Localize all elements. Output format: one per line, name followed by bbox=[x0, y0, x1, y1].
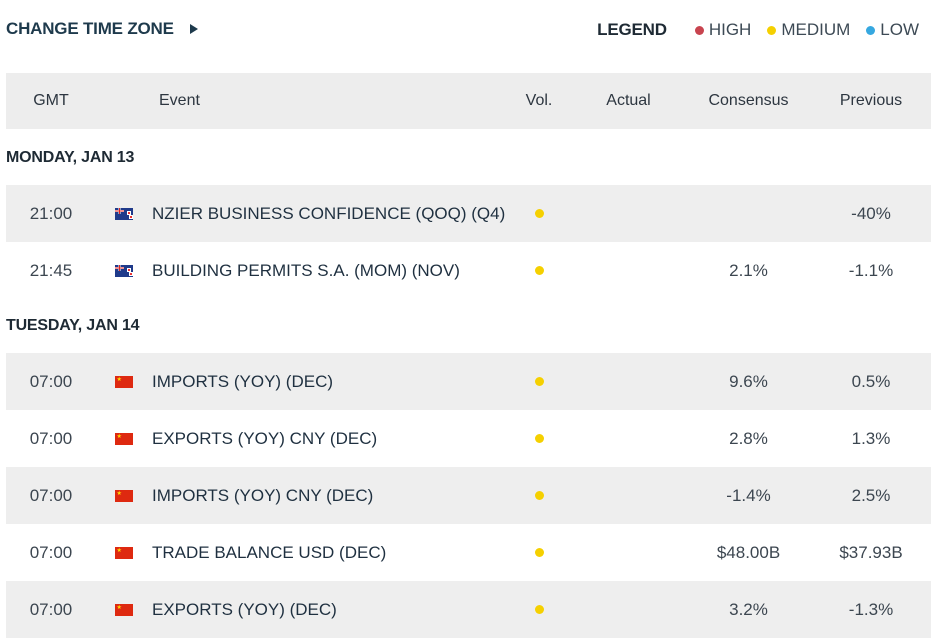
event-name: EXPORTS (YOY) (DEC) bbox=[152, 599, 337, 619]
cn-flag-icon: ★ bbox=[114, 432, 133, 445]
event-consensus: 2.8% bbox=[729, 428, 768, 448]
event-time: 07:00 bbox=[29, 599, 73, 619]
medium-volatility-icon bbox=[534, 209, 544, 218]
header-previous[interactable]: Previous bbox=[839, 92, 903, 109]
event-time: 07:00 bbox=[29, 485, 73, 505]
event-previous: -1.3% bbox=[848, 599, 894, 619]
cn-flag-icon: ★ bbox=[114, 375, 133, 388]
cn-flag-icon: ★ bbox=[114, 546, 133, 559]
calendar-toolbar: CHANGE TIME ZONE LEGEND HIGH MEDIUM LOW bbox=[0, 0, 933, 62]
event-consensus bbox=[686, 185, 811, 242]
nz-flag-icon bbox=[114, 207, 133, 220]
economic-calendar-table: GMT Event Vol. Actual Consensus Previous… bbox=[6, 73, 931, 638]
volatility-cell bbox=[506, 410, 572, 467]
volatility-cell bbox=[506, 467, 572, 524]
event-previous: 0.5% bbox=[851, 371, 891, 391]
flag-cell: ★ bbox=[106, 410, 141, 467]
event-previous: 2.5% bbox=[851, 485, 891, 505]
change-time-zone-label: CHANGE TIME ZONE bbox=[6, 19, 174, 38]
legend-high-label: HIGH bbox=[708, 20, 752, 39]
event-time: 21:00 bbox=[29, 203, 73, 223]
low-dot-icon bbox=[866, 25, 876, 35]
event-previous: 1.3% bbox=[851, 428, 891, 448]
medium-volatility-icon bbox=[534, 548, 544, 557]
event-previous: $37.93B bbox=[839, 542, 903, 562]
flag-cell: ★ bbox=[106, 353, 141, 410]
event-time: 21:45 bbox=[29, 260, 73, 280]
high-dot-icon bbox=[694, 25, 704, 35]
header-actual[interactable]: Actual bbox=[606, 92, 651, 109]
cn-flag-icon: ★ bbox=[114, 603, 133, 616]
event-actual bbox=[581, 353, 676, 410]
table-row[interactable]: 07:00 ★ EXPORTS (YOY) CNY (DEC) 2.8% 1.3… bbox=[6, 410, 931, 467]
flag-cell: ★ bbox=[106, 581, 141, 638]
table-row[interactable]: 07:00 ★ TRADE BALANCE USD (DEC) $48.00B … bbox=[6, 524, 931, 581]
legend-title: LEGEND bbox=[597, 20, 667, 39]
nz-flag-icon bbox=[114, 264, 133, 277]
table-row[interactable]: 07:00 ★ EXPORTS (YOY) (DEC) 3.2% -1.3% bbox=[6, 581, 931, 638]
day-header-tuesday: TUESDAY, JAN 14 bbox=[6, 317, 140, 334]
cn-flag-icon: ★ bbox=[114, 489, 133, 502]
table-header: GMT Event Vol. Actual Consensus Previous bbox=[6, 73, 931, 129]
event-consensus: -1.4% bbox=[726, 485, 771, 505]
volatility-legend: LEGEND HIGH MEDIUM LOW bbox=[597, 20, 919, 40]
event-name: IMPORTS (YOY) (DEC) bbox=[152, 371, 334, 391]
header-gmt[interactable]: GMT bbox=[33, 92, 69, 109]
event-actual bbox=[581, 467, 676, 524]
event-actual bbox=[581, 410, 676, 467]
event-name: BUILDING PERMITS S.A. (MOM) (NOV) bbox=[152, 260, 460, 280]
legend-item-low: LOW bbox=[866, 20, 919, 40]
table-row[interactable]: 21:00 NZIER BUSINESS CONFIDENCE (QOQ) (Q… bbox=[6, 185, 931, 242]
day-header-monday: MONDAY, JAN 13 bbox=[6, 148, 135, 166]
event-consensus: 3.2% bbox=[729, 599, 768, 619]
event-previous: -40% bbox=[851, 203, 891, 223]
event-consensus: $48.00B bbox=[716, 542, 781, 562]
volatility-cell bbox=[506, 353, 572, 410]
event-name: EXPORTS (YOY) CNY (DEC) bbox=[152, 428, 378, 448]
header-event[interactable]: Event bbox=[159, 92, 200, 109]
medium-volatility-icon bbox=[534, 491, 544, 500]
medium-volatility-icon bbox=[534, 605, 544, 614]
legend-item-medium: MEDIUM bbox=[767, 20, 850, 40]
event-time: 07:00 bbox=[29, 542, 73, 562]
event-consensus: 2.1% bbox=[729, 260, 768, 280]
table-row[interactable]: 07:00 ★ IMPORTS (YOY) (DEC) 9.6% 0.5% bbox=[6, 353, 931, 410]
table-row[interactable]: 07:00 ★ IMPORTS (YOY) CNY (DEC) -1.4% 2.… bbox=[6, 467, 931, 524]
event-time: 07:00 bbox=[29, 371, 73, 391]
flag-cell bbox=[106, 242, 141, 299]
volatility-cell bbox=[506, 524, 572, 581]
medium-volatility-icon bbox=[534, 266, 544, 275]
play-arrow-icon bbox=[189, 24, 198, 34]
medium-dot-icon bbox=[767, 25, 777, 35]
volatility-cell bbox=[506, 185, 572, 242]
event-previous: -1.1% bbox=[848, 260, 894, 280]
legend-item-high: HIGH bbox=[694, 20, 752, 40]
legend-medium-label: MEDIUM bbox=[781, 20, 851, 39]
event-consensus: 9.6% bbox=[729, 371, 768, 391]
volatility-cell bbox=[506, 581, 572, 638]
event-actual bbox=[581, 581, 676, 638]
event-actual bbox=[581, 242, 676, 299]
header-consensus[interactable]: Consensus bbox=[708, 92, 789, 109]
flag-cell: ★ bbox=[106, 467, 141, 524]
flag-cell: ★ bbox=[106, 524, 141, 581]
event-name: TRADE BALANCE USD (DEC) bbox=[152, 542, 387, 562]
medium-volatility-icon bbox=[534, 434, 544, 443]
flag-cell bbox=[106, 185, 141, 242]
legend-low-label: LOW bbox=[880, 20, 919, 39]
medium-volatility-icon bbox=[534, 377, 544, 386]
event-name: NZIER BUSINESS CONFIDENCE (QOQ) (Q4) bbox=[152, 203, 506, 223]
event-actual bbox=[581, 524, 676, 581]
change-time-zone-button[interactable]: CHANGE TIME ZONE bbox=[6, 19, 198, 39]
event-name: IMPORTS (YOY) CNY (DEC) bbox=[152, 485, 374, 505]
header-vol[interactable]: Vol. bbox=[525, 92, 553, 109]
table-row[interactable]: 21:45 BUILDING PERMITS S.A. (MOM) (NOV) … bbox=[6, 242, 931, 299]
volatility-cell bbox=[506, 242, 572, 299]
event-actual bbox=[581, 185, 676, 242]
event-time: 07:00 bbox=[29, 428, 73, 448]
